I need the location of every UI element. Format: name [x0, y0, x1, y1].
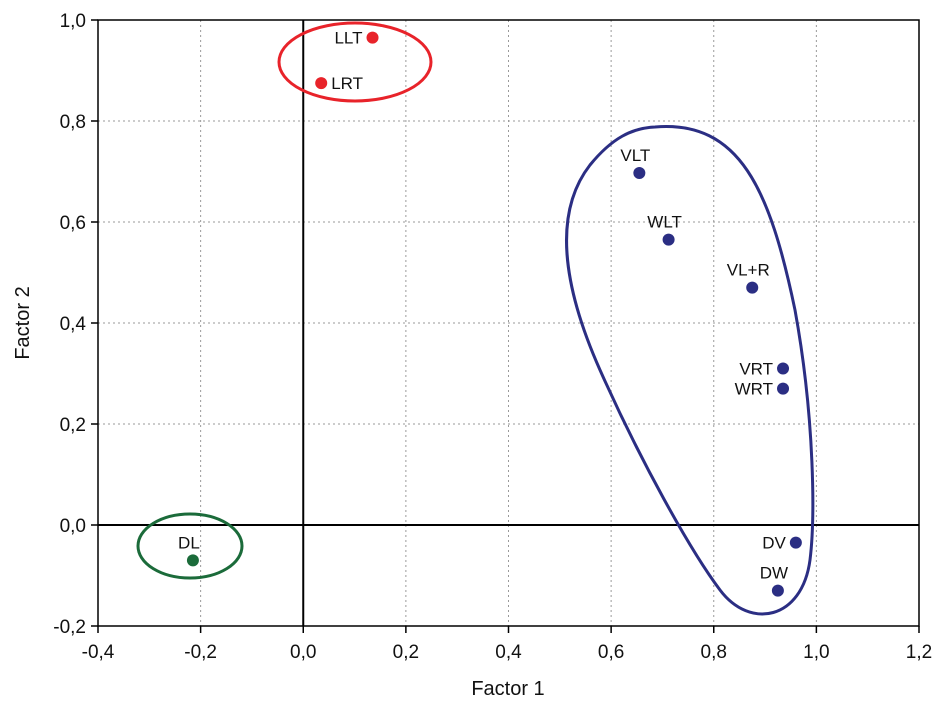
data-point [777, 382, 790, 395]
y-tick-label: 0,2 [60, 415, 86, 436]
green-group-ellipse [136, 512, 244, 580]
y-tick-label: -0,2 [53, 617, 86, 638]
x-axis-title: Factor 1 [471, 678, 544, 700]
data-point [771, 584, 784, 597]
point-label: VL+R [727, 261, 770, 280]
y-tick-label: 0,4 [60, 314, 87, 335]
data-point [633, 167, 646, 180]
tick-marks [91, 19, 920, 633]
data-point [366, 31, 379, 44]
data-point [777, 362, 790, 375]
point-label: DW [760, 564, 788, 583]
y-tick-label: 0,0 [60, 516, 86, 537]
x-tick-label: -0,2 [184, 642, 217, 663]
x-tick-label: 0,4 [495, 642, 522, 663]
y-tick-label: 0,6 [60, 213, 86, 234]
data-point [789, 536, 802, 549]
point-label: WRT [735, 380, 773, 399]
x-tick-label: -0,4 [82, 642, 115, 663]
x-tick-label: 0,6 [598, 642, 624, 663]
x-tick-label: 0,2 [393, 642, 419, 663]
x-tick-label: 0,8 [701, 642, 727, 663]
y-tick-labels: -0,2 0,0 0,2 0,4 0,6 0,8 1,0 [53, 11, 86, 638]
group-outlines [136, 21, 815, 616]
data-point [186, 554, 199, 567]
point-label: DV [762, 534, 786, 553]
data-point [746, 281, 759, 294]
point-label: LLT [334, 29, 362, 48]
point-label: VLT [620, 146, 650, 165]
x-tick-label: 0,0 [290, 642, 316, 663]
y-tick-label: 0,8 [60, 112, 86, 133]
x-tick-labels: -0,4 -0,2 0,0 0,2 0,4 0,6 0,8 1,0 1,2 [82, 642, 933, 663]
zero-axes [98, 20, 919, 626]
x-tick-label: 1,0 [803, 642, 829, 663]
red-group-ellipse [277, 21, 433, 103]
y-tick-label: 1,0 [60, 11, 86, 32]
data-point [315, 77, 328, 90]
y-axis-title: Factor 2 [12, 286, 34, 359]
point-label: VRT [739, 359, 773, 378]
point-label: DL [178, 533, 200, 552]
point-label: WLT [647, 213, 682, 232]
x-tick-label: 1,2 [906, 642, 932, 663]
data-point [662, 233, 675, 246]
data-points: LLT LRT VLT WLT VL+R VRT WRT DV DW DL [178, 29, 802, 597]
blue-group-outline [565, 125, 815, 616]
point-label: LRT [331, 74, 363, 93]
